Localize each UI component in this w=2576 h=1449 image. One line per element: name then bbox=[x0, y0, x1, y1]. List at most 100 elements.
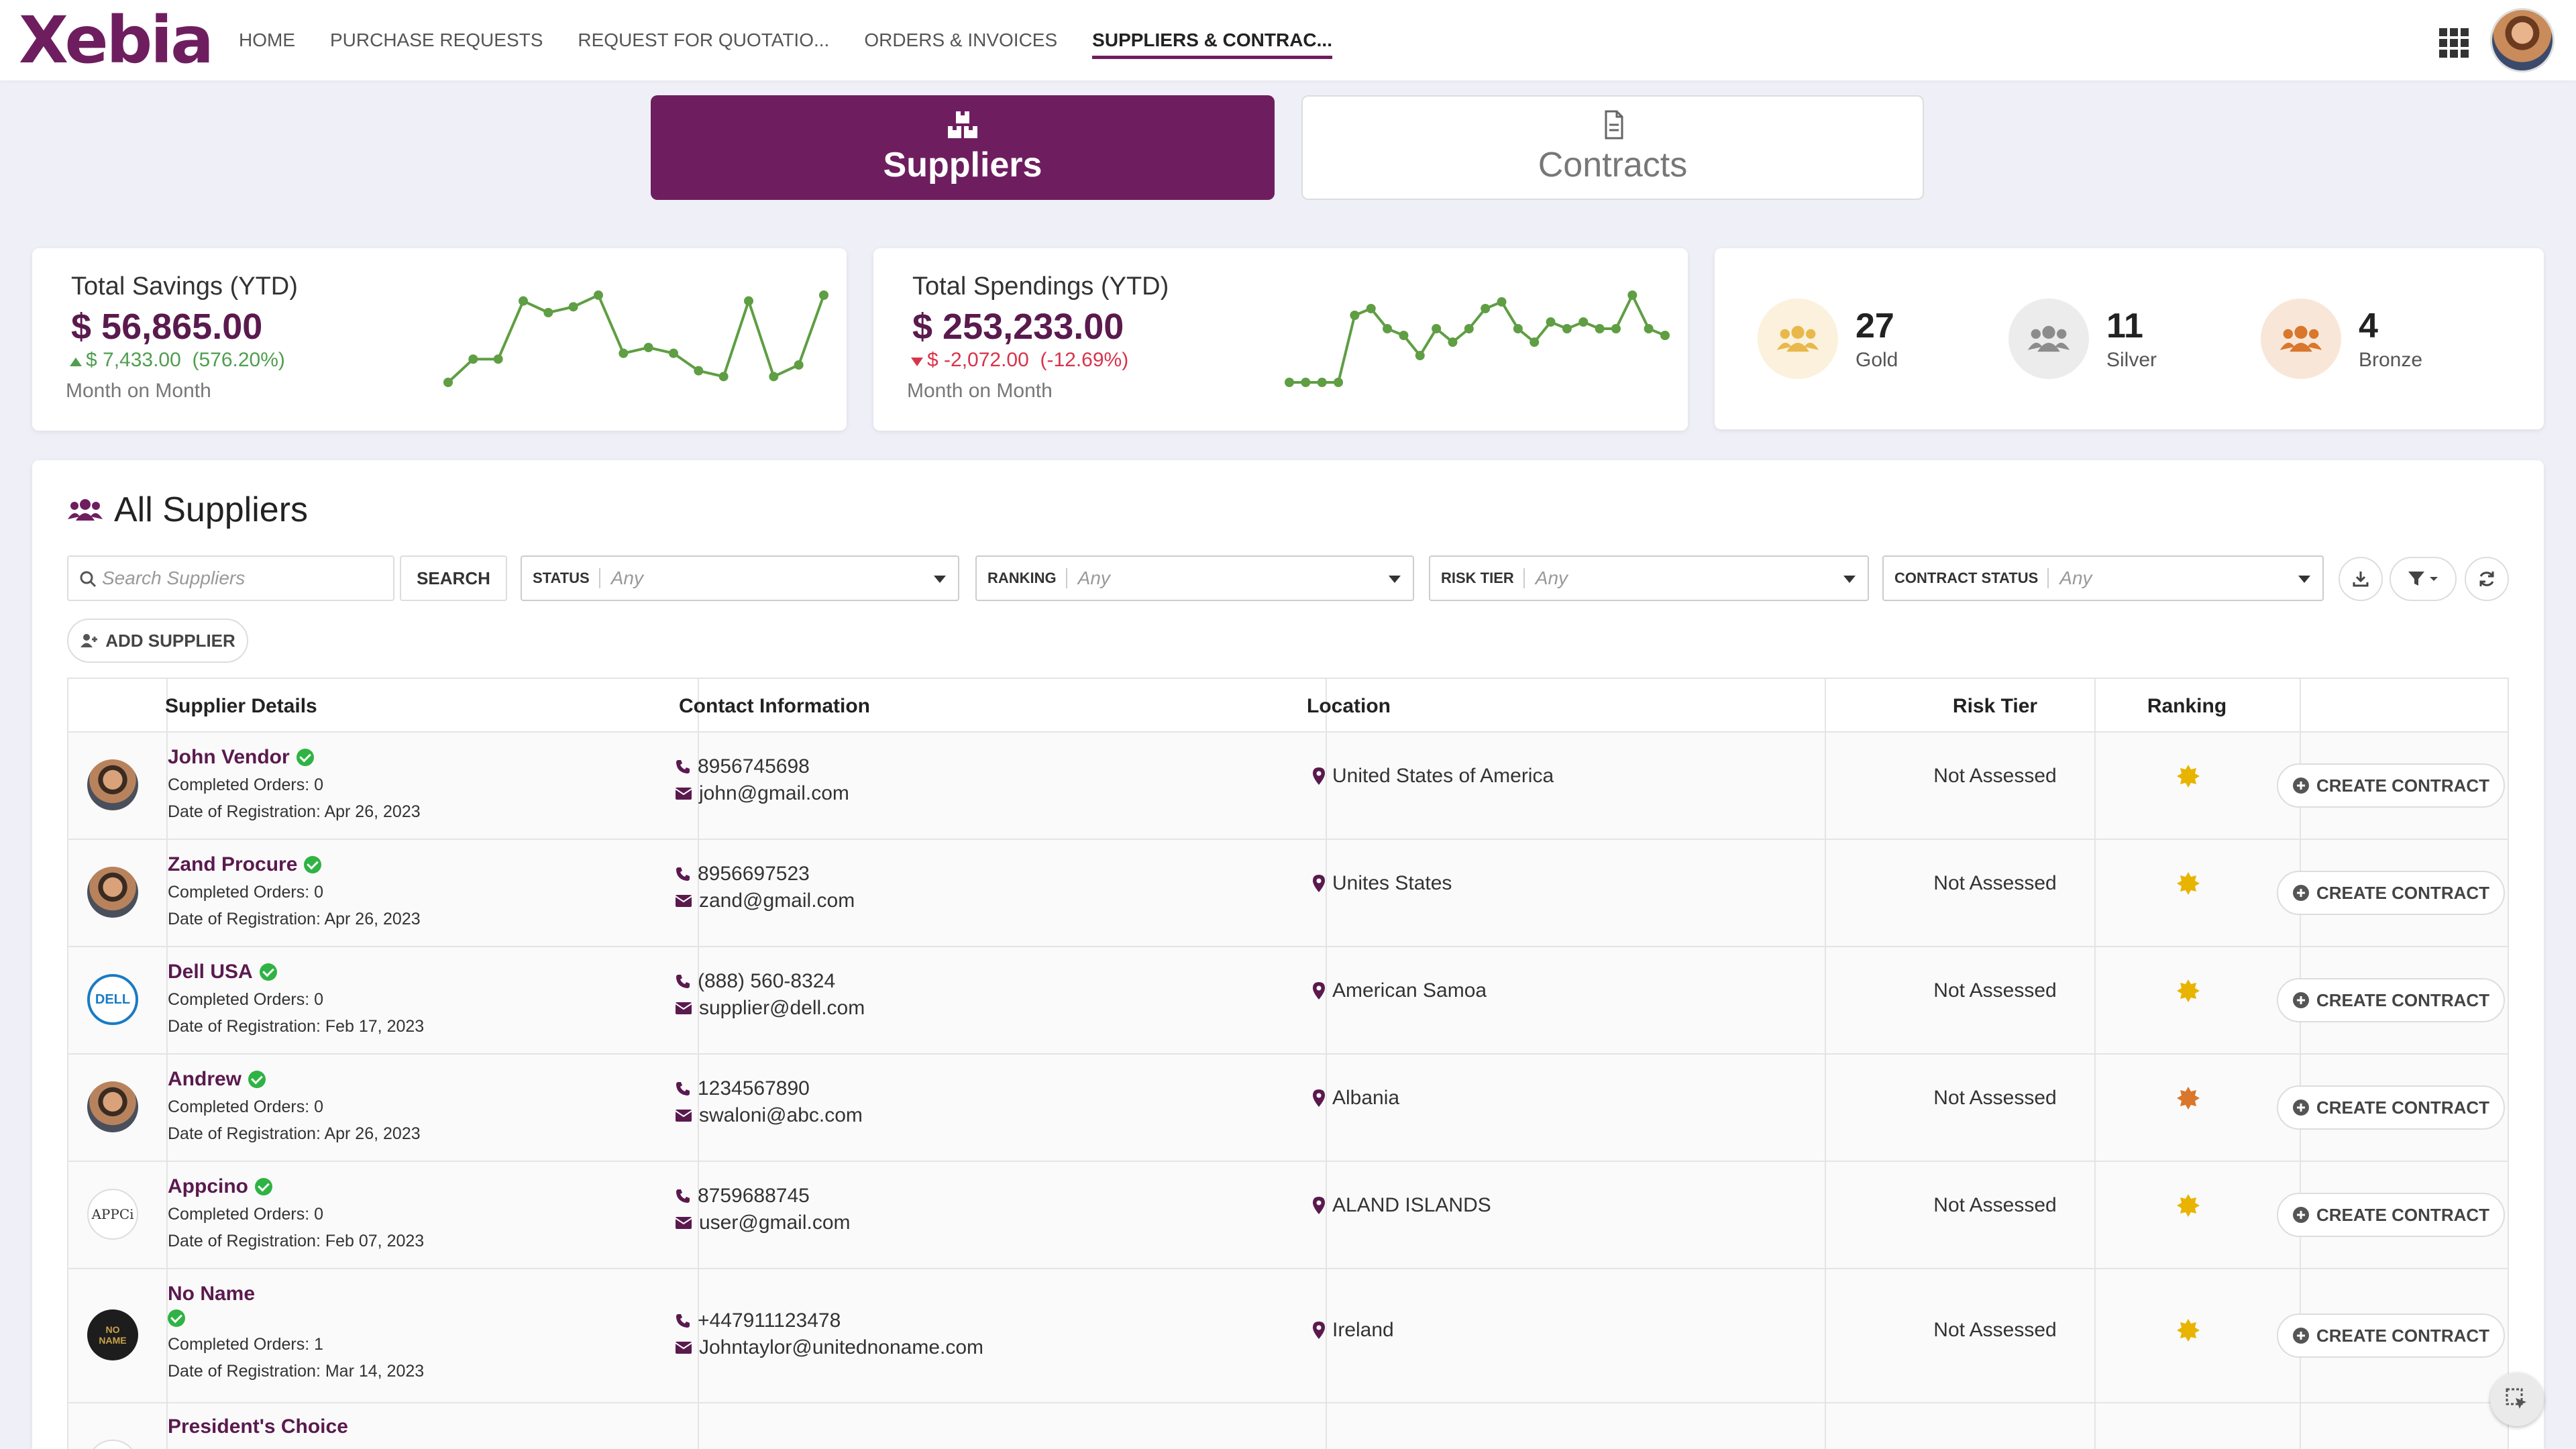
supplier-phone[interactable]: 8759688745 bbox=[675, 1185, 810, 1208]
table-row[interactable]: President's Choice bbox=[67, 1403, 2509, 1449]
verified-check-icon bbox=[168, 1309, 185, 1327]
supplier-name[interactable]: No Name bbox=[168, 1283, 256, 1305]
col-risk-tier[interactable]: Risk Tier bbox=[1952, 695, 2038, 717]
user-avatar[interactable] bbox=[2490, 8, 2555, 72]
create-contract-button[interactable]: CREATE CONTRACT bbox=[2277, 763, 2505, 808]
col-supplier-details[interactable]: Supplier Details bbox=[165, 695, 317, 717]
create-contract-button[interactable]: CREATE CONTRACT bbox=[2277, 978, 2505, 1022]
supplier-name[interactable]: Zand Procure bbox=[168, 853, 322, 876]
sparkline-point bbox=[1611, 324, 1621, 333]
sparkline-point bbox=[1578, 317, 1589, 327]
registration-date: Date of Registration: Mar 14, 2023 bbox=[168, 1362, 425, 1381]
completed-orders: Completed Orders: 0 bbox=[168, 775, 324, 794]
ranking-badge bbox=[2161, 1085, 2215, 1111]
apps-grid-icon[interactable] bbox=[2439, 28, 2469, 58]
contract-status-dropdown[interactable]: CONTRACT STATUS Any bbox=[1882, 555, 2324, 601]
plus-circle-icon bbox=[2292, 1207, 2309, 1223]
tier-silver[interactable]: 11 Silver bbox=[2008, 248, 2157, 429]
risk-tier-value: Not Assessed bbox=[1933, 765, 2057, 787]
supplier-phone[interactable]: 8956745698 bbox=[675, 755, 810, 778]
supplier-location: ALAND ISLANDS bbox=[1312, 1194, 1491, 1217]
table-row[interactable]: John Vendor Completed Orders: 0 Date of Re… bbox=[67, 733, 2509, 840]
supplier-email[interactable]: user@gmail.com bbox=[675, 1212, 851, 1234]
table-row[interactable]: Zand Procure Completed Orders: 0 Date of R… bbox=[67, 840, 2509, 947]
all-suppliers-panel: All Suppliers Search Suppliers SEARCH ST… bbox=[32, 460, 2544, 1449]
supplier-email[interactable]: supplier@dell.com bbox=[675, 997, 865, 1020]
add-supplier-button[interactable]: ADD SUPPLIER bbox=[67, 619, 248, 663]
table-row[interactable]: NO NAME No Name Completed Orders: 1 Date of … bbox=[67, 1269, 2509, 1403]
tab-suppliers[interactable]: Suppliers bbox=[651, 95, 1275, 200]
ranking-dropdown[interactable]: RANKING Any bbox=[975, 555, 1414, 601]
supplier-phone[interactable]: 8956697523 bbox=[675, 863, 810, 885]
sparkline-point bbox=[1334, 378, 1344, 387]
supplier-phone[interactable]: (888) 560-8324 bbox=[675, 970, 835, 993]
table-row[interactable]: DELL Dell USA Completed Orders: 0 Date of R… bbox=[67, 947, 2509, 1055]
supplier-name[interactable]: Andrew bbox=[168, 1068, 266, 1091]
create-contract-button[interactable]: CREATE CONTRACT bbox=[2277, 1085, 2505, 1130]
search-button[interactable]: SEARCH bbox=[400, 555, 507, 601]
total-spendings-card: Total Spendings (YTD) $ 253,233.00 $ -2,… bbox=[873, 248, 1688, 431]
xebia-logo[interactable]: Xebia bbox=[19, 3, 214, 78]
completed-orders: Completed Orders: 0 bbox=[168, 990, 324, 1009]
refresh-button[interactable] bbox=[2465, 557, 2509, 601]
sparkline-point bbox=[1627, 290, 1638, 300]
nav-purchase-requests[interactable]: PURCHASE REQUESTS bbox=[330, 30, 543, 50]
supplier-phone[interactable]: +447911123478 bbox=[675, 1309, 841, 1332]
plus-circle-icon bbox=[2292, 777, 2309, 794]
spendings-value: $ 253,233.00 bbox=[912, 307, 1124, 347]
select-cursor-button[interactable] bbox=[2490, 1373, 2544, 1426]
sparkline-point bbox=[1595, 324, 1605, 333]
supplier-email[interactable]: zand@gmail.com bbox=[675, 890, 855, 912]
nav-request-for-quotation[interactable]: REQUEST FOR QUOTATIO... bbox=[578, 30, 830, 50]
download-button[interactable] bbox=[2339, 557, 2383, 601]
table-row[interactable]: APPCi Appcino Completed Orders: 0 Date of R… bbox=[67, 1162, 2509, 1269]
supplier-name[interactable]: President's Choice bbox=[168, 1415, 348, 1438]
tab-contracts[interactable]: Contracts bbox=[1301, 95, 1924, 200]
supplier-location: Unites States bbox=[1312, 872, 1452, 895]
tier-bronze[interactable]: 4 Bronze bbox=[2261, 248, 2422, 429]
supplier-name[interactable]: John Vendor bbox=[168, 746, 314, 769]
supplier-phone[interactable]: 1234567890 bbox=[675, 1077, 810, 1100]
supplier-name[interactable]: Dell USA bbox=[168, 961, 277, 983]
col-ranking[interactable]: Ranking bbox=[2147, 695, 2227, 717]
sparkline-point bbox=[769, 372, 779, 382]
sparkline-point bbox=[568, 302, 578, 312]
envelope-icon bbox=[675, 788, 692, 800]
savings-subtitle: Month on Month bbox=[66, 380, 211, 402]
sparkline-point bbox=[1366, 304, 1376, 313]
status-dropdown[interactable]: STATUS Any bbox=[521, 555, 959, 601]
table-row[interactable]: Andrew Completed Orders: 0 Date of Registr… bbox=[67, 1055, 2509, 1162]
supplier-avatar bbox=[87, 759, 138, 810]
sparkline-point bbox=[493, 354, 503, 364]
tier-gold[interactable]: 27 Gold bbox=[1758, 248, 1898, 429]
nav-suppliers-contracts[interactable]: SUPPLIERS & CONTRAC... bbox=[1092, 0, 1332, 80]
supplier-name[interactable]: Appcino bbox=[168, 1175, 272, 1198]
col-location[interactable]: Location bbox=[1307, 695, 1391, 717]
search-input[interactable]: Search Suppliers bbox=[67, 555, 394, 601]
filter-menu-button[interactable] bbox=[2390, 557, 2457, 601]
supplier-email[interactable]: swaloni@abc.com bbox=[675, 1104, 863, 1127]
top-navbar: Xebia HOME PURCHASE REQUESTS REQUEST FOR… bbox=[0, 0, 2576, 80]
envelope-icon bbox=[675, 1217, 692, 1229]
risk-tier-dropdown[interactable]: RISK TIER Any bbox=[1429, 555, 1869, 601]
supplier-avatar bbox=[87, 1081, 138, 1132]
sparkline-point bbox=[619, 348, 629, 358]
table-header: Supplier Details Contact Information Loc… bbox=[67, 678, 2509, 733]
create-contract-button[interactable]: CREATE CONTRACT bbox=[2277, 871, 2505, 915]
create-contract-button[interactable]: CREATE CONTRACT bbox=[2277, 1313, 2505, 1358]
sparkline-point bbox=[643, 343, 653, 352]
nav-orders-invoices[interactable]: ORDERS & INVOICES bbox=[864, 30, 1058, 50]
col-contact-information[interactable]: Contact Information bbox=[679, 695, 870, 717]
supplier-location: Ireland bbox=[1312, 1319, 1394, 1342]
sparkline-point bbox=[1285, 378, 1294, 387]
user-plus-icon bbox=[80, 634, 98, 647]
ranking-badge bbox=[2161, 1193, 2215, 1218]
envelope-icon bbox=[675, 1342, 692, 1354]
plus-circle-icon bbox=[2292, 885, 2309, 901]
supplier-email[interactable]: Johntaylor@unitednoname.com bbox=[675, 1336, 983, 1359]
create-contract-button[interactable]: CREATE CONTRACT bbox=[2277, 1193, 2505, 1237]
phone-icon bbox=[676, 1082, 690, 1095]
ranking-medal-icon bbox=[2177, 765, 2200, 788]
supplier-email[interactable]: john@gmail.com bbox=[675, 782, 849, 805]
nav-home[interactable]: HOME bbox=[239, 30, 295, 50]
